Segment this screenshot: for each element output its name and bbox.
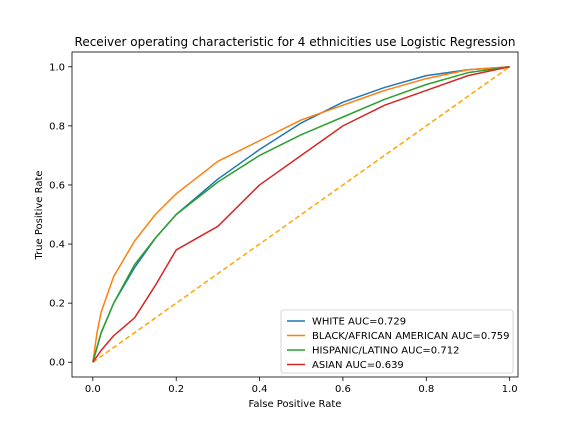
- y-tick-label: 0.6: [49, 180, 65, 191]
- series-line-1: [92, 66, 510, 363]
- y-tick-label: 0.8: [49, 121, 65, 132]
- series-line-2: [92, 66, 510, 363]
- x-axis-label: False Positive Rate: [249, 399, 342, 410]
- chart-title: Receiver operating characteristic for 4 …: [75, 35, 516, 49]
- legend-label: HISPANIC/LATINO AUC=0.712: [312, 346, 459, 357]
- legend: WHITE AUC=0.729 BLACK/AFRICAN AMERICAN AU…: [280, 309, 514, 374]
- x-tick-label: 0.2: [168, 384, 184, 395]
- plot-lines: [92, 66, 511, 363]
- y-tick-label: 0.4: [49, 240, 65, 251]
- legend-label: BLACK/AFRICAN AMERICAN AUC=0.759: [312, 331, 510, 342]
- legend-label: ASIAN AUC=0.639: [312, 360, 404, 371]
- x-tick-label: 0.0: [85, 384, 101, 395]
- x-tick-label: 0.8: [418, 384, 434, 395]
- x-tick-label: 1.0: [502, 384, 518, 395]
- plot-frame: [71, 51, 519, 378]
- x-tick-label: 0.6: [335, 384, 351, 395]
- y-tick-label: 1.0: [49, 62, 65, 73]
- legend-label: WHITE AUC=0.729: [312, 317, 406, 328]
- y-tick-label: 0.0: [49, 358, 65, 369]
- x-axis: 0.0 0.2 0.4 0.6 0.8 1.0: [85, 377, 518, 395]
- y-tick-label: 0.2: [49, 299, 65, 310]
- chance-diagonal-line: [92, 66, 511, 363]
- series-line-3: [92, 66, 510, 363]
- legend-box: [280, 309, 514, 374]
- y-axis: 0.0 0.2 0.4 0.6 0.8 1.0: [49, 62, 72, 369]
- y-axis-label: True Positive Rate: [34, 170, 45, 260]
- x-tick-label: 0.4: [252, 384, 268, 395]
